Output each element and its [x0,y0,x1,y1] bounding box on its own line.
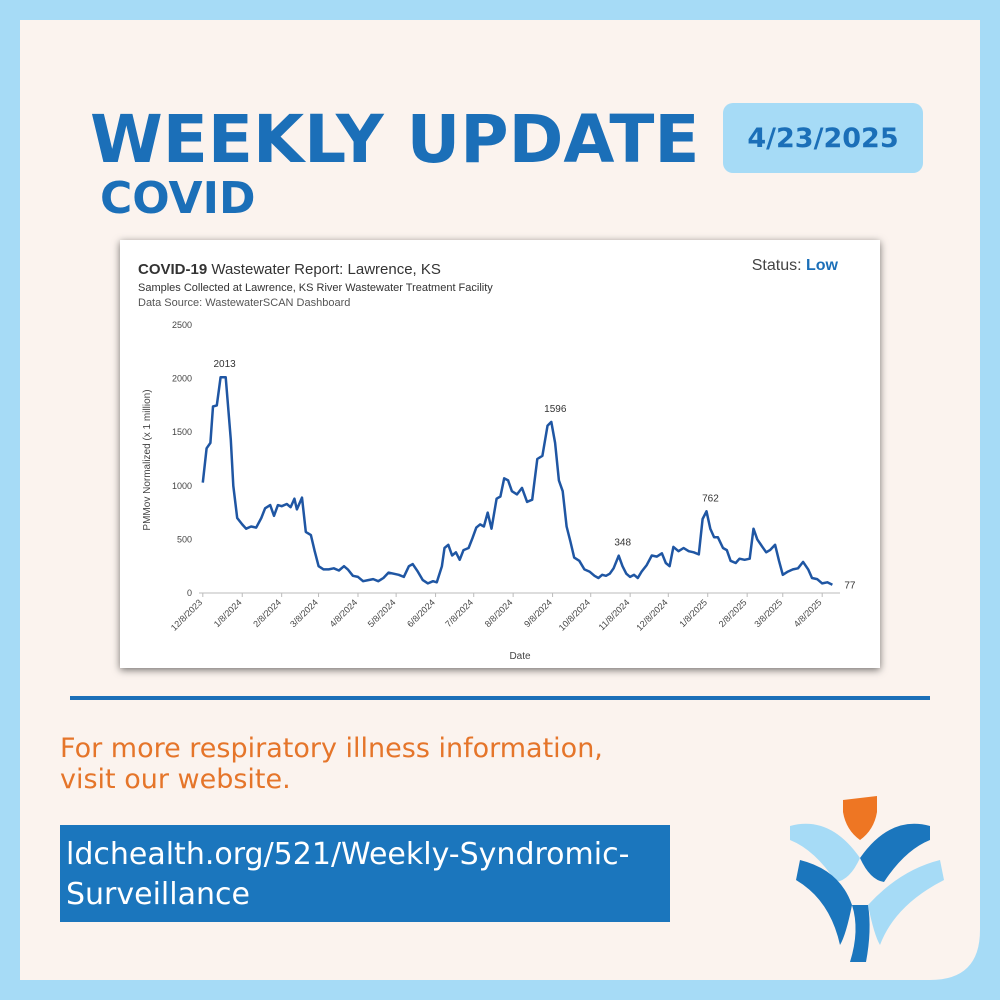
data-label: 77 [844,581,856,592]
title: WEEKLY UPDATE [90,101,699,178]
data-label: 1596 [544,404,567,415]
y-tick-label: 0 [187,588,192,598]
date: 4/23/2025 [747,123,898,154]
link-line[interactable]: Surveillance [66,877,250,912]
status-label: Status: [752,257,802,274]
y-tick-label: 1000 [172,481,192,491]
divider [70,696,930,700]
date-badge [723,103,923,173]
y-tick-label: 2500 [172,320,192,330]
chart-title: COVID-19 Wastewater Report: Lawrence, KS [138,261,441,278]
subtitle: COVID [100,173,255,224]
chart-title-lead: COVID-19 [138,261,207,278]
data-line [201,375,833,586]
y-tick-label: 2000 [172,374,192,384]
status-value: Low [806,257,839,274]
data-label: 348 [614,538,631,549]
status: Status: Low [752,257,839,274]
chart-card [120,240,880,668]
y-tick-label: 1500 [172,427,192,437]
data-label: 762 [702,493,719,504]
logo [790,796,944,962]
chart-source: Data Source: WastewaterSCAN Dashboard [138,297,350,309]
chart-title-rest: Wastewater Report: Lawrence, KS [211,261,441,278]
link-line[interactable]: ldchealth.org/521/Weekly-Syndromic- [66,837,629,872]
y-tick-label: 500 [177,534,192,544]
link-box [60,825,670,922]
y-axis-label: PMMov Normalized (x 1 million) [142,389,153,530]
message-line: visit our website. [60,764,291,795]
x-axis-label: Date [509,651,531,662]
data-label: 2013 [213,359,236,370]
chart-subtitle: Samples Collected at Lawrence, KS River … [138,282,493,294]
message-line: For more respiratory illness information… [60,733,603,764]
